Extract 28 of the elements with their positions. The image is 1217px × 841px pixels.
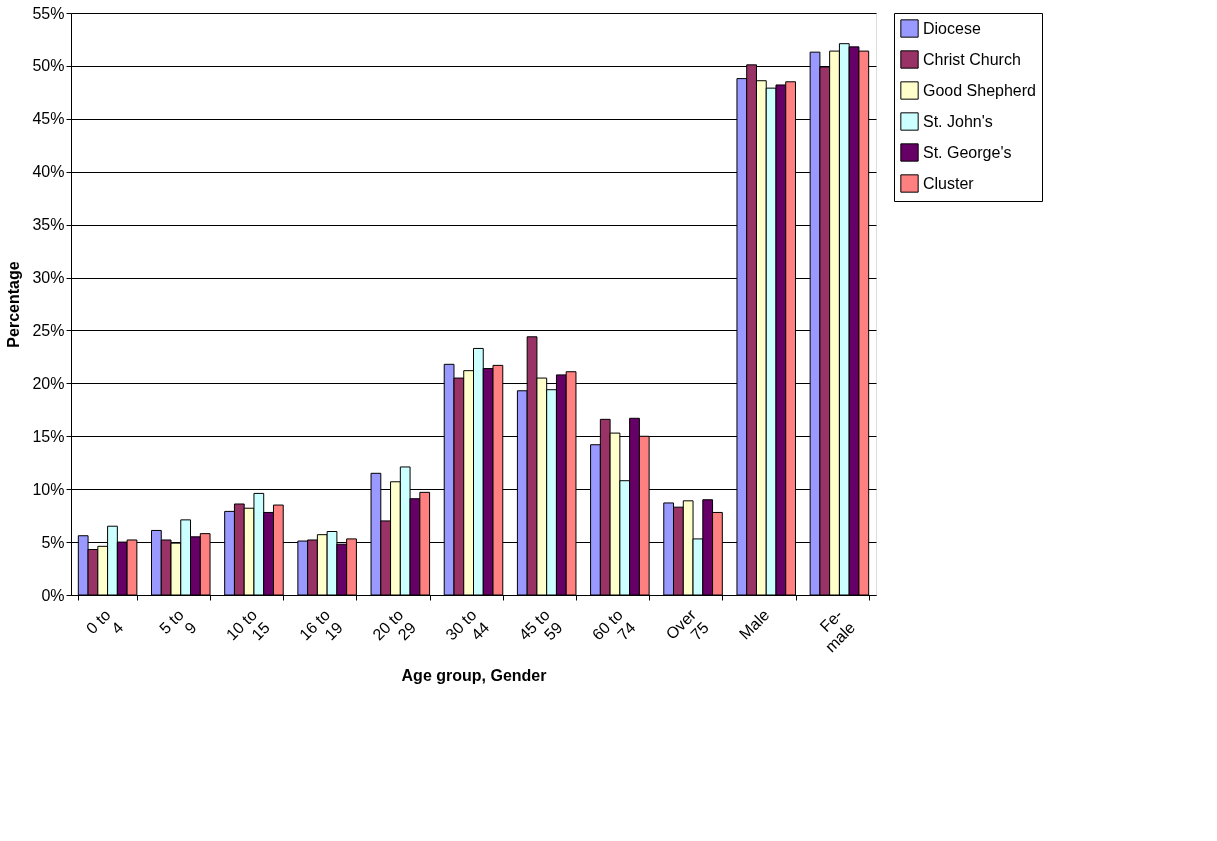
x-tick-label: 16 to 19	[296, 606, 347, 644]
y-tick-label: 20%	[32, 374, 65, 392]
y-tick-label: 40%	[32, 163, 65, 181]
y-tick-label: 10%	[32, 480, 65, 498]
y-tick-label: 25%	[32, 321, 65, 339]
x-tick-label: 0 to 4	[82, 606, 127, 638]
legend-label: Good Shepherd	[923, 81, 1036, 99]
legend-label: Christ Church	[923, 50, 1021, 68]
legend-label: Cluster	[923, 174, 975, 192]
y-axis-title: Percentage	[5, 261, 23, 348]
y-tick-label: 55%	[32, 4, 65, 22]
x-tick-label: 20 to 29	[369, 606, 420, 644]
y-tick-label: 35%	[32, 216, 65, 234]
x-tick-label: 10 to 15	[222, 606, 273, 644]
x-tick-label: 5 to 9	[156, 606, 200, 638]
y-tick-label: 15%	[32, 427, 65, 445]
x-axis-title: Age group, Gender	[401, 667, 547, 685]
y-tick-label: 45%	[32, 110, 65, 128]
y-tick-label: 5%	[41, 533, 65, 551]
y-tick-label: 50%	[32, 57, 65, 75]
y-tick-label: 30%	[32, 269, 65, 287]
x-tick-label: 30 to 44	[442, 606, 493, 644]
legend-label: St. John's	[923, 112, 993, 130]
y-tick-label: 0%	[41, 586, 65, 604]
legend-label: St. George's	[923, 143, 1012, 161]
x-tick-label: 60 to 74	[588, 606, 639, 644]
legend-label: Diocese	[923, 19, 981, 37]
x-tick-label: 45 to 59	[515, 606, 566, 644]
